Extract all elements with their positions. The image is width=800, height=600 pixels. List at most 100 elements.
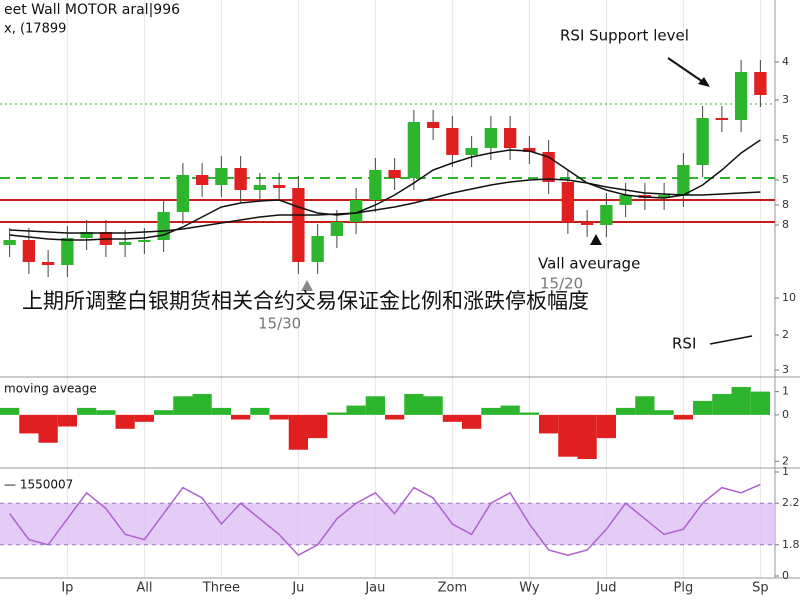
arrow-head (698, 77, 710, 87)
candle-body (80, 232, 93, 238)
histogram-bar (327, 412, 347, 415)
candle-body (561, 182, 575, 222)
panel-title: moving aveage (4, 382, 97, 396)
candle-body (407, 122, 421, 178)
chart-subtitle: x, (17899 (4, 22, 66, 37)
histogram-bar (308, 414, 328, 439)
candle-body (215, 168, 228, 185)
histogram-bar (154, 410, 174, 415)
histogram-bar (269, 414, 289, 420)
x-tick-label: Ip (61, 581, 73, 596)
chart-title: eet Wall MOTOR aral|996 (4, 2, 180, 18)
candle-body (580, 222, 594, 225)
candle-body (138, 240, 151, 242)
candle-body (272, 185, 286, 188)
candle-body (41, 262, 55, 265)
histogram-bar (77, 407, 97, 415)
y-tick-label: 2.2 (782, 496, 800, 509)
overlay-text: 上期所调整白银期货相关合约交易保证金比例和涨跌停板幅度 (22, 289, 589, 313)
rsi-line (9, 483, 761, 557)
moving-average-line (9, 178, 761, 234)
x-tick-label: Jau (364, 581, 385, 596)
histogram-bar (519, 412, 539, 415)
moving-average-line (9, 139, 761, 241)
panel-title: — 1550007 (4, 478, 73, 492)
candle-body (619, 195, 632, 205)
y-tick-label: 1 (782, 385, 789, 398)
x-tick-label: Sp (752, 581, 769, 596)
grid (66, 0, 761, 578)
histogram-bar (288, 414, 308, 450)
histogram-bar (712, 393, 732, 415)
candle-body (734, 72, 748, 120)
candle-body (234, 168, 247, 190)
histogram-bar (750, 391, 770, 415)
annotation: Vall aveurage (538, 255, 640, 273)
x-tick-label: Three (202, 581, 240, 596)
arrow (709, 335, 753, 345)
candle-body (195, 175, 209, 185)
histogram-bar (134, 414, 154, 422)
histogram-bar (442, 414, 462, 422)
histogram-bar (596, 414, 616, 439)
x-tick-label: Ju (291, 581, 304, 596)
y-tick-label: 1 (782, 465, 789, 478)
candle-body (503, 128, 517, 148)
candle-body (426, 122, 440, 128)
candle-body (696, 118, 709, 165)
histogram-bar (192, 393, 212, 415)
histogram-bar (654, 410, 674, 415)
histogram-bar (0, 407, 20, 415)
candle-body (369, 170, 382, 200)
candle-body (715, 118, 729, 120)
histogram-bar (96, 410, 116, 415)
candle-body (754, 72, 767, 95)
histogram-bar (462, 414, 482, 429)
annotation: RSI (672, 335, 696, 353)
y-tick-label: 8 (782, 198, 789, 211)
histogram-bar (231, 414, 251, 420)
histogram-bar (500, 405, 520, 415)
histogram-bar (539, 414, 559, 434)
histogram-bar (616, 407, 636, 415)
histogram-bar (481, 407, 501, 415)
candle-body (523, 148, 536, 152)
annotation: 15/30 (258, 315, 301, 333)
candle-body (600, 205, 613, 225)
candle-body (446, 128, 459, 155)
candle-body (253, 185, 267, 190)
rsi-band (0, 503, 775, 545)
candle-body (388, 170, 401, 178)
annotation: 15/20 (540, 275, 583, 293)
histogram-bar (635, 396, 655, 415)
histogram-bar (211, 407, 231, 415)
histogram-bar (404, 393, 424, 415)
histogram-bar (115, 414, 135, 429)
histogram-bar (731, 386, 751, 415)
candle-body (484, 128, 498, 148)
histogram-bar (57, 414, 77, 427)
x-tick-label: All (136, 581, 152, 596)
y-tick-label: 4 (782, 55, 789, 68)
histogram-bar (365, 396, 385, 415)
y-tick-label: 2 (782, 454, 789, 467)
candle-body (22, 240, 36, 262)
y-tick-label: 0 (782, 408, 789, 421)
candle-body (330, 222, 344, 236)
histogram-bar (346, 405, 366, 415)
y-tick-label: 5 (782, 133, 789, 146)
histogram-bar (385, 414, 405, 420)
marker (590, 234, 602, 245)
histogram-bar (173, 396, 193, 415)
y-tick-label: 3 (782, 363, 789, 376)
y-tick-label: 5 (782, 173, 789, 186)
histogram-bar (673, 414, 693, 420)
candle-body (176, 175, 190, 212)
x-tick-label: Plg (674, 581, 694, 596)
histogram-bar (250, 407, 270, 415)
y-tick-label: 2 (782, 328, 789, 341)
histogram-bar (558, 414, 578, 457)
